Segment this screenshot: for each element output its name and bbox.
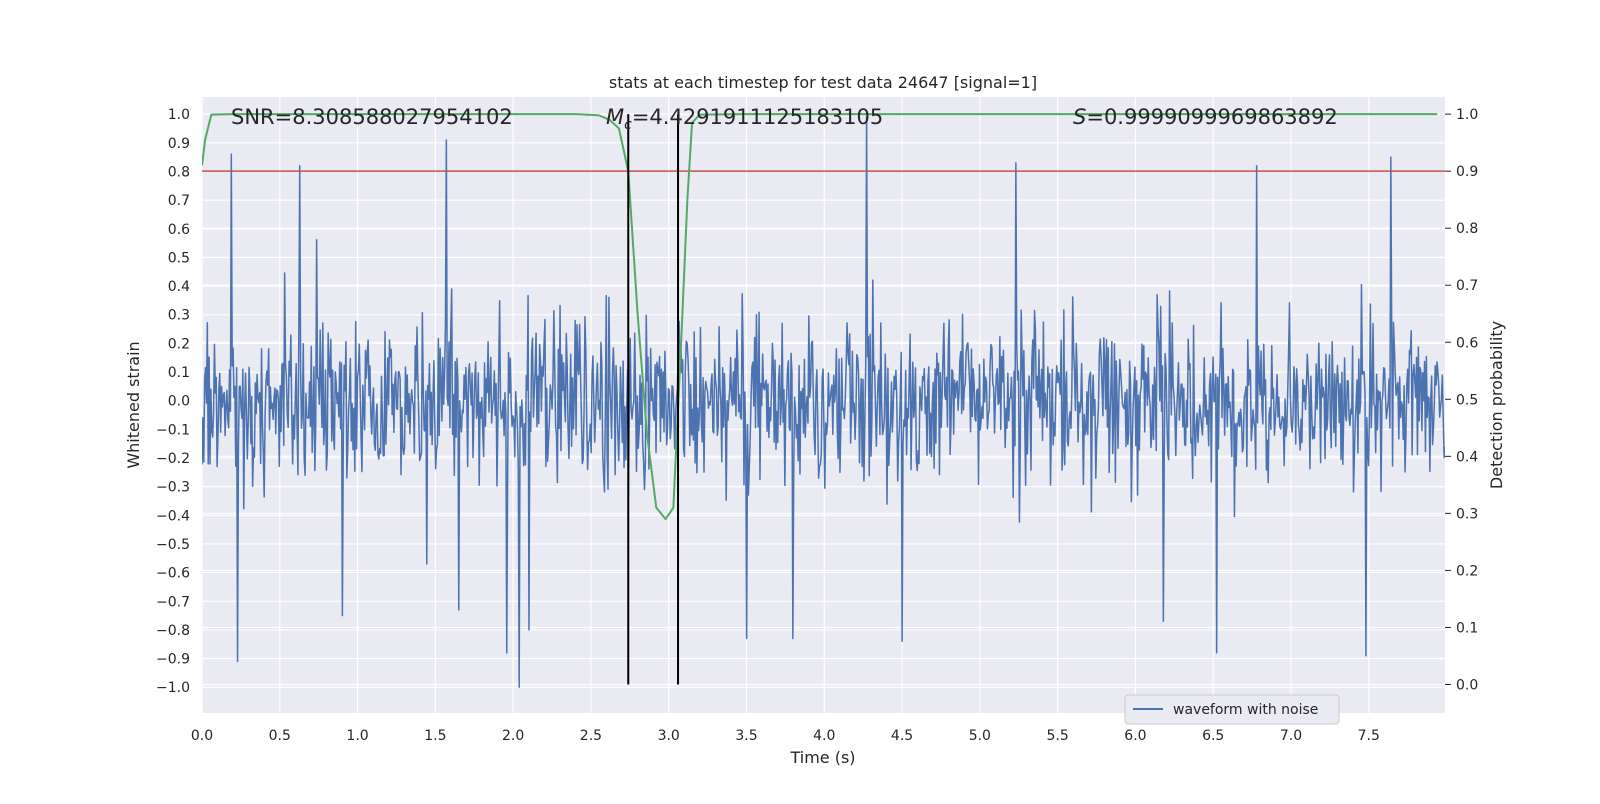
chart-title: stats at each timestep for test data 246… bbox=[609, 73, 1037, 92]
detection-probability-line bbox=[202, 113, 1438, 521]
legend-label-waveform: waveform with noise bbox=[1173, 702, 1318, 718]
y-right-axis-label: Detection probability bbox=[1487, 321, 1506, 489]
score-symbol: S bbox=[1073, 105, 1086, 129]
x-tick-label-8: 4.0 bbox=[813, 728, 835, 744]
x-tick-label-12: 6.0 bbox=[1124, 728, 1146, 744]
y-right-tick-label-7: 0.3 bbox=[1456, 506, 1478, 522]
x-axis-ticks: 0.0 0.5 1.0 1.5 2.0 2.5 3.0 3.5 4.0 4.5 5.0 5.5 6.0 6… bbox=[191, 728, 1380, 744]
x-tick-label-5: 2.5 bbox=[580, 728, 602, 744]
y-left-tick-label-3: 0.7 bbox=[168, 193, 190, 209]
y-left-tick-label-9: 0.1 bbox=[168, 365, 190, 381]
y-right-tick-label-5: 0.5 bbox=[1456, 392, 1478, 408]
y-left-tick-label-15: −0.5 bbox=[156, 537, 190, 553]
y-left-tick-label-16: −0.6 bbox=[156, 566, 190, 582]
y-right-tick-label-2: 0.8 bbox=[1456, 221, 1478, 237]
series-layer bbox=[202, 113, 1445, 688]
y-left-tick-label-7: 0.3 bbox=[168, 308, 190, 324]
y-right-tick-label-1: 0.9 bbox=[1456, 164, 1478, 180]
score-value: =0.9999099969863892 bbox=[1086, 105, 1337, 129]
y-right-tick-label-3: 0.7 bbox=[1456, 278, 1478, 294]
y-left-axis-label: Whitened strain bbox=[124, 341, 143, 468]
y-left-tick-label-14: −0.4 bbox=[156, 508, 190, 524]
y-left-tick-label-8: 0.2 bbox=[168, 336, 190, 352]
legend-box bbox=[1124, 694, 1340, 725]
plot-area bbox=[202, 113, 1445, 688]
chirp-mass-subscript: c bbox=[624, 117, 632, 133]
y-left-tick-label-11: −0.1 bbox=[156, 422, 190, 438]
x-tick-label-13: 6.5 bbox=[1202, 728, 1224, 744]
y-left-tick-label-19: −0.9 bbox=[156, 652, 190, 668]
y-left-tick-label-18: −0.8 bbox=[156, 623, 190, 639]
y-left-tick-label-12: −0.2 bbox=[156, 451, 190, 467]
y-right-tick-label-0: 1.0 bbox=[1456, 107, 1478, 123]
snr-annotation: SNR=8.308588027954102 bbox=[231, 105, 513, 129]
y-left-tick-label-0: 1.0 bbox=[168, 107, 190, 123]
y-left-tick-label-5: 0.5 bbox=[168, 250, 190, 266]
x-tick-label-10: 5.0 bbox=[969, 728, 991, 744]
y-right-tick-label-8: 0.2 bbox=[1456, 563, 1478, 579]
x-tick-label-3: 1.5 bbox=[424, 728, 446, 744]
y-left-tick-label-20: −1.0 bbox=[156, 680, 190, 696]
y-left-tick-label-13: −0.3 bbox=[156, 480, 190, 496]
y-right-tick-label-9: 0.1 bbox=[1456, 620, 1478, 636]
chirp-mass-value: =4.4291911125183105 bbox=[632, 105, 883, 129]
x-tick-label-1: 0.5 bbox=[269, 728, 291, 744]
x-tick-label-4: 2.0 bbox=[502, 728, 524, 744]
x-tick-label-11: 5.5 bbox=[1046, 728, 1068, 744]
x-tick-label-14: 7.0 bbox=[1280, 728, 1302, 744]
x-tick-label-7: 3.5 bbox=[735, 728, 757, 744]
chirp-mass-annotation: Mc=4.4291911125183105 bbox=[606, 105, 883, 133]
x-tick-label-15: 7.5 bbox=[1358, 728, 1380, 744]
y-left-tick-label-4: 0.6 bbox=[168, 222, 190, 238]
y-left-tick-label-17: −0.7 bbox=[156, 594, 190, 610]
y-right-tick-label-6: 0.4 bbox=[1456, 449, 1478, 465]
x-tick-label-0: 0.0 bbox=[191, 728, 213, 744]
y-right-tick-label-4: 0.6 bbox=[1456, 335, 1478, 351]
x-tick-label-2: 1.0 bbox=[346, 728, 368, 744]
score-annotation: S=0.9999099969863892 bbox=[1073, 105, 1338, 129]
chirp-mass-symbol: M bbox=[606, 105, 624, 129]
y-right-axis-ticks: 1.0 0.9 0.8 0.7 0.6 0.5 0.4 0.3 0.2 0.1 0.0 bbox=[1445, 107, 1478, 693]
y-right-tick-label-10: 0.0 bbox=[1456, 677, 1478, 693]
y-left-tick-label-1: 0.9 bbox=[168, 136, 190, 152]
y-left-axis-ticks: 1.0 0.9 0.8 0.7 0.6 0.5 0.4 0.3 0.2 0.1 0.0 −0.1 −0.… bbox=[156, 107, 190, 696]
y-left-tick-label-6: 0.4 bbox=[168, 279, 190, 295]
x-tick-label-9: 4.5 bbox=[891, 728, 913, 744]
legend: waveform with noise bbox=[1124, 694, 1340, 725]
y-left-tick-label-10: 0.0 bbox=[168, 394, 190, 410]
x-tick-label-6: 3.0 bbox=[658, 728, 680, 744]
x-axis-label: Time (s) bbox=[789, 748, 855, 767]
y-left-tick-label-2: 0.8 bbox=[168, 164, 190, 180]
waveform-line bbox=[202, 116, 1445, 688]
